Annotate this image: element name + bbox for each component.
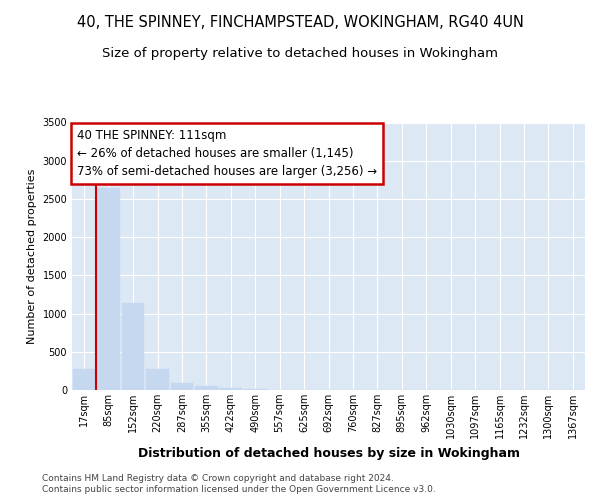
- Text: 40, THE SPINNEY, FINCHAMPSTEAD, WOKINGHAM, RG40 4UN: 40, THE SPINNEY, FINCHAMPSTEAD, WOKINGHA…: [77, 15, 523, 30]
- Text: 40 THE SPINNEY: 111sqm
← 26% of detached houses are smaller (1,145)
73% of semi-: 40 THE SPINNEY: 111sqm ← 26% of detached…: [77, 129, 377, 178]
- Text: Contains public sector information licensed under the Open Government Licence v3: Contains public sector information licen…: [42, 485, 436, 494]
- X-axis label: Distribution of detached houses by size in Wokingham: Distribution of detached houses by size …: [137, 446, 520, 460]
- Bar: [244, 389, 266, 390]
- Bar: [146, 369, 169, 390]
- Bar: [170, 383, 193, 390]
- Text: Contains HM Land Registry data © Crown copyright and database right 2024.: Contains HM Land Registry data © Crown c…: [42, 474, 394, 483]
- Bar: [195, 386, 218, 390]
- Bar: [97, 188, 120, 390]
- Text: Size of property relative to detached houses in Wokingham: Size of property relative to detached ho…: [102, 48, 498, 60]
- Bar: [73, 369, 95, 390]
- Bar: [122, 303, 145, 390]
- Bar: [220, 388, 242, 390]
- Y-axis label: Number of detached properties: Number of detached properties: [27, 168, 37, 344]
